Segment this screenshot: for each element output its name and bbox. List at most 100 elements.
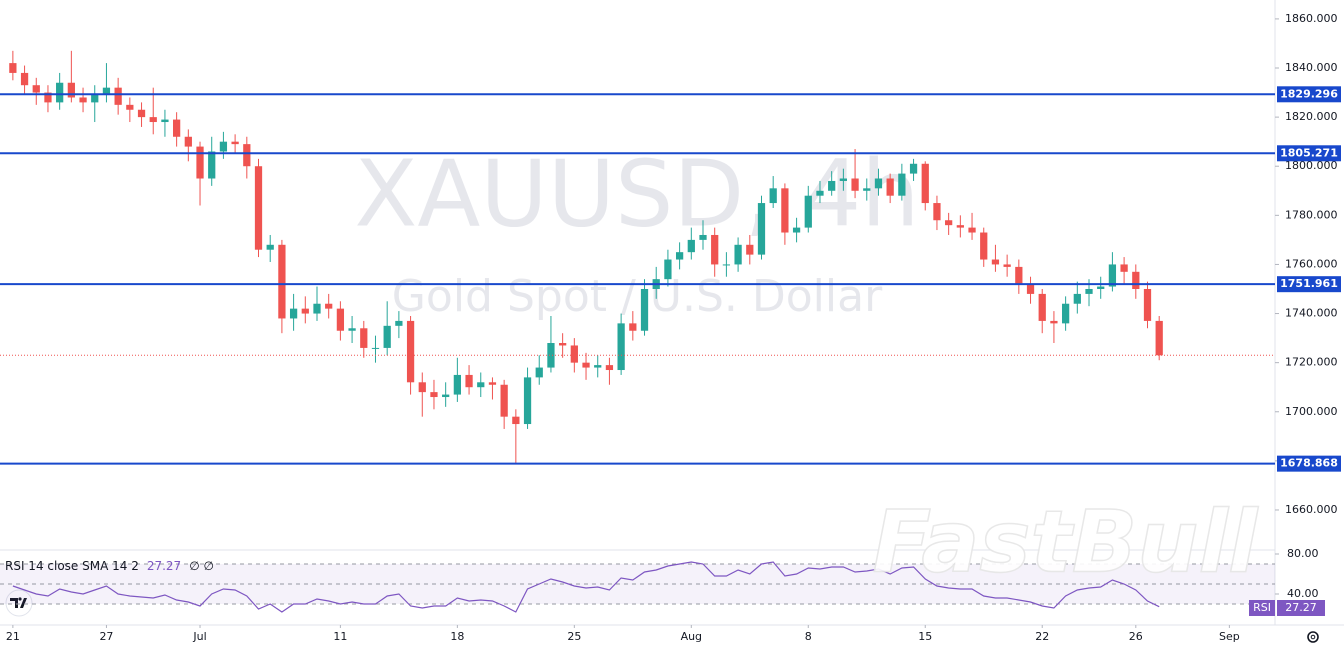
candle-body [746, 244, 754, 255]
tradingview-logo [5, 589, 33, 617]
candle-body [804, 195, 812, 228]
level-tag [1277, 86, 1341, 103]
chart-subtitle: Gold Spot / U.S. Dollar [392, 271, 883, 322]
candle-body [500, 384, 508, 417]
rsi-value-tag-bg [1277, 600, 1325, 616]
x-tick-label: Jul [192, 630, 206, 643]
candle-body [1026, 284, 1035, 294]
candle-body [605, 365, 614, 371]
candle-body [1097, 286, 1105, 289]
candle-body [711, 234, 719, 265]
candle-body [1003, 264, 1011, 267]
y-tick-label: 1740.000 [1285, 307, 1338, 320]
candle-body [383, 325, 391, 348]
candle-body [219, 141, 228, 152]
x-tick-label: 18 [450, 630, 464, 643]
candle-body [196, 146, 204, 179]
candle-body [1050, 320, 1058, 324]
candle-body [781, 188, 789, 233]
candle-body [559, 343, 567, 346]
candle-body [535, 367, 543, 378]
candle-body [371, 347, 380, 349]
rsi-y-tick-label: 40.00 [1287, 587, 1319, 600]
candle-body [184, 136, 192, 147]
rsi-na-values: ∅ ∅ [189, 559, 214, 573]
candle-body [126, 104, 134, 110]
candle-body [1143, 288, 1152, 321]
candle-body [968, 227, 976, 233]
x-tick-label: 8 [805, 630, 812, 643]
candle-body [1085, 288, 1093, 294]
candle-body [465, 374, 473, 388]
y-tick-label: 1720.000 [1285, 356, 1338, 369]
rsi-line [12, 561, 1160, 613]
candle-body [839, 178, 847, 181]
candle-body [488, 382, 497, 385]
x-tick-label: 26 [1129, 630, 1143, 643]
x-tick-label: Aug [681, 630, 702, 643]
candle-body [828, 180, 836, 191]
candle-body [114, 87, 122, 105]
candle-body [1155, 320, 1163, 356]
candle-body [430, 392, 438, 398]
y-tick-label: 1700.000 [1285, 405, 1338, 418]
y-tick-label: 1800.000 [1285, 159, 1338, 172]
candle-body [289, 308, 298, 319]
candle-body [442, 394, 450, 398]
candle-body [313, 303, 321, 314]
level-label: 1805.271 [1280, 146, 1338, 159]
watermark-layer: XAUUSD, 4h Gold Spot / U.S. Dollar [354, 140, 919, 322]
candle-body [769, 188, 777, 204]
candle-body [1038, 293, 1046, 321]
candle-body [921, 163, 929, 204]
candle-body [173, 119, 181, 137]
watermark: FastBull [873, 492, 1259, 592]
candle-body [102, 87, 111, 96]
candle-body [1015, 266, 1023, 285]
candle-body [629, 323, 637, 331]
candle-body [149, 117, 157, 123]
candle-body [640, 288, 649, 331]
candle-body [851, 178, 859, 191]
y-tick-label: 1760.000 [1285, 257, 1338, 270]
candle-body [722, 264, 731, 266]
candle-body [909, 163, 918, 174]
candle-body [1120, 264, 1128, 272]
candle-body [687, 239, 695, 253]
y-tick-label: 1780.000 [1285, 208, 1338, 221]
candle-body [336, 308, 345, 331]
level-tag [1277, 145, 1341, 162]
rsi-header: RSI 14 close SMA 14 2 27.27 ∅ ∅ [5, 559, 214, 573]
candle-body [1132, 271, 1140, 289]
x-tick-label: 27 [99, 630, 113, 643]
settings-icon[interactable] [1307, 631, 1319, 643]
candle-body [243, 144, 251, 167]
candle-body [594, 365, 602, 368]
candle-body [664, 259, 672, 280]
level-label: 1678.868 [1280, 457, 1338, 470]
candle-body [863, 188, 871, 191]
rsi-value-tag: 27.27 [1285, 601, 1317, 614]
y-tick-label: 1660.000 [1285, 503, 1338, 516]
candle-body [208, 151, 216, 179]
candle-body [956, 225, 964, 228]
rsi-y-tick-label: 80.00 [1287, 547, 1319, 560]
x-tick-label: 22 [1035, 630, 1049, 643]
candle-body [56, 82, 64, 103]
candle-body [1061, 303, 1070, 324]
candle-body [699, 234, 707, 240]
x-tick-label: Sep [1219, 630, 1240, 643]
rsi-band [0, 564, 1275, 604]
candle-body [792, 227, 801, 233]
candle-body [886, 178, 894, 196]
candle-body [67, 82, 75, 98]
candle-body [582, 362, 590, 368]
candle-body [477, 382, 485, 388]
candle-body [360, 328, 368, 348]
candle-body [278, 244, 286, 319]
candle-body [512, 416, 520, 425]
rsi-value: 27.27 [147, 559, 181, 573]
level-tag [1277, 276, 1341, 293]
chart-title: XAUUSD, 4h [354, 140, 919, 247]
